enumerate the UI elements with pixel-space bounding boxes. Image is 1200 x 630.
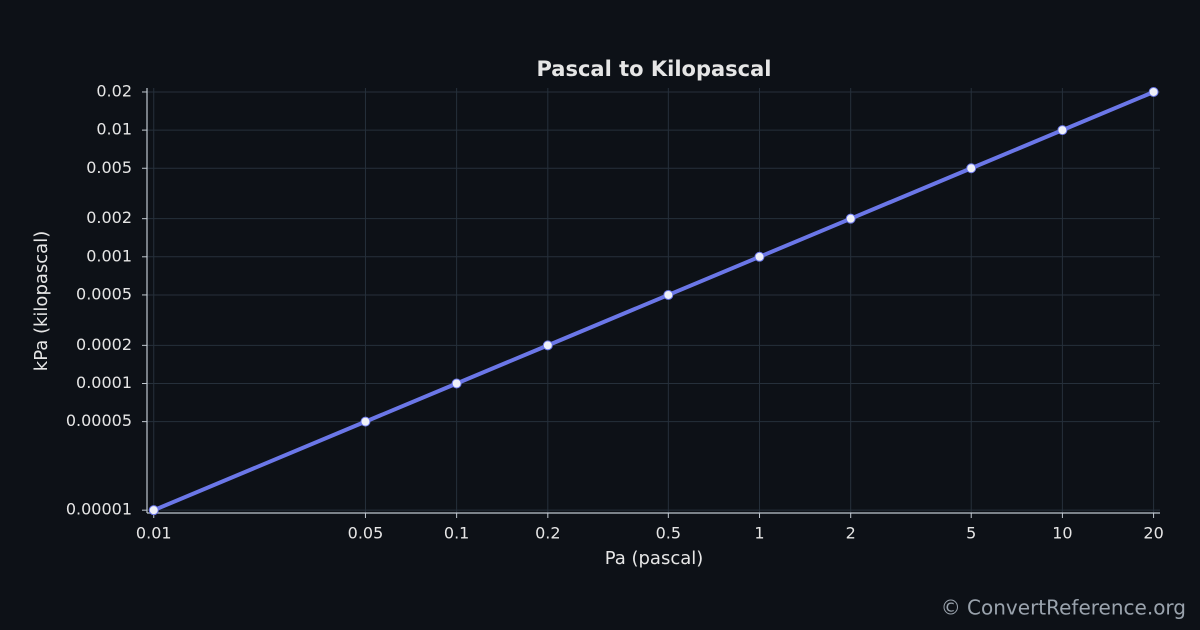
x-tick-label: 10: [1052, 524, 1072, 543]
footer: © ConvertReference.org: [941, 596, 1186, 620]
point: [148, 505, 159, 516]
x-tick-label: 0.05: [348, 524, 384, 543]
y-tick-label: 0.005: [86, 158, 132, 177]
chart-title: Pascal to Kilopascal: [536, 57, 771, 81]
point: [542, 340, 553, 351]
point: [663, 289, 674, 300]
x-tick-label: 5: [966, 524, 976, 543]
point: [1057, 125, 1068, 136]
y-tick-label: 0.02: [96, 81, 132, 100]
x-axis-label: Pa (pascal): [605, 548, 704, 569]
point: [845, 213, 856, 224]
x-tick-label: 2: [846, 524, 856, 543]
y-tick-label: 0.0005: [76, 284, 132, 303]
y-tick-label: 0.01: [96, 120, 132, 139]
x-tick-label: 0.5: [656, 524, 681, 543]
x-tick-label: 0.2: [535, 524, 560, 543]
y-tick-label: 0.001: [86, 246, 132, 265]
y-tick-label: 0.00005: [66, 411, 132, 430]
point: [451, 378, 462, 389]
y-axis-label: kPa (kilopascal): [31, 231, 52, 371]
y-tick-label: 0.00001: [66, 500, 132, 519]
x-tick-label: 0.1: [444, 524, 469, 543]
x-tick-label: 20: [1143, 524, 1163, 543]
point: [360, 416, 371, 427]
point: [966, 163, 977, 174]
y-tick-label: 0.002: [86, 208, 132, 227]
point: [754, 251, 765, 262]
y-tick-label: 0.0001: [76, 373, 132, 392]
x-tick-label: 1: [754, 524, 764, 543]
y-tick-label: 0.0002: [76, 335, 132, 354]
x-tick-label: 0.01: [136, 524, 172, 543]
line: [152, 90, 1155, 513]
point: [1148, 86, 1159, 97]
